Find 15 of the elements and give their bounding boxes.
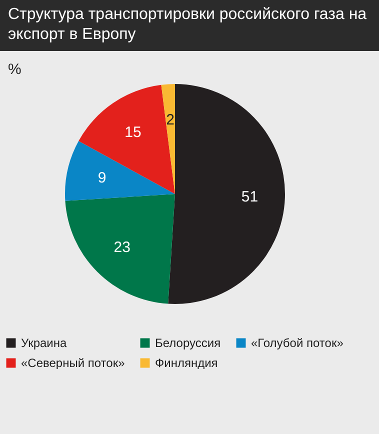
data-label: 9 — [98, 170, 106, 187]
chart-title: Структура транспортировки российского газа на экспорт в Европу — [0, 0, 379, 51]
legend-label: Украина — [21, 336, 68, 350]
pie-slice — [161, 84, 175, 194]
legend-label: «Голубой поток» — [251, 336, 344, 350]
pie-slice — [65, 141, 175, 201]
data-label: 23 — [114, 238, 130, 256]
data-label: 15 — [124, 124, 142, 142]
legend-label: Белоруссия — [155, 336, 221, 350]
data-label: 2 — [166, 111, 174, 128]
pie-slice — [168, 84, 285, 304]
chart-subtitle: % — [7, 60, 22, 78]
pie-slice — [78, 84, 175, 194]
data-label: 51 — [241, 188, 258, 206]
pie-slice — [65, 194, 175, 304]
